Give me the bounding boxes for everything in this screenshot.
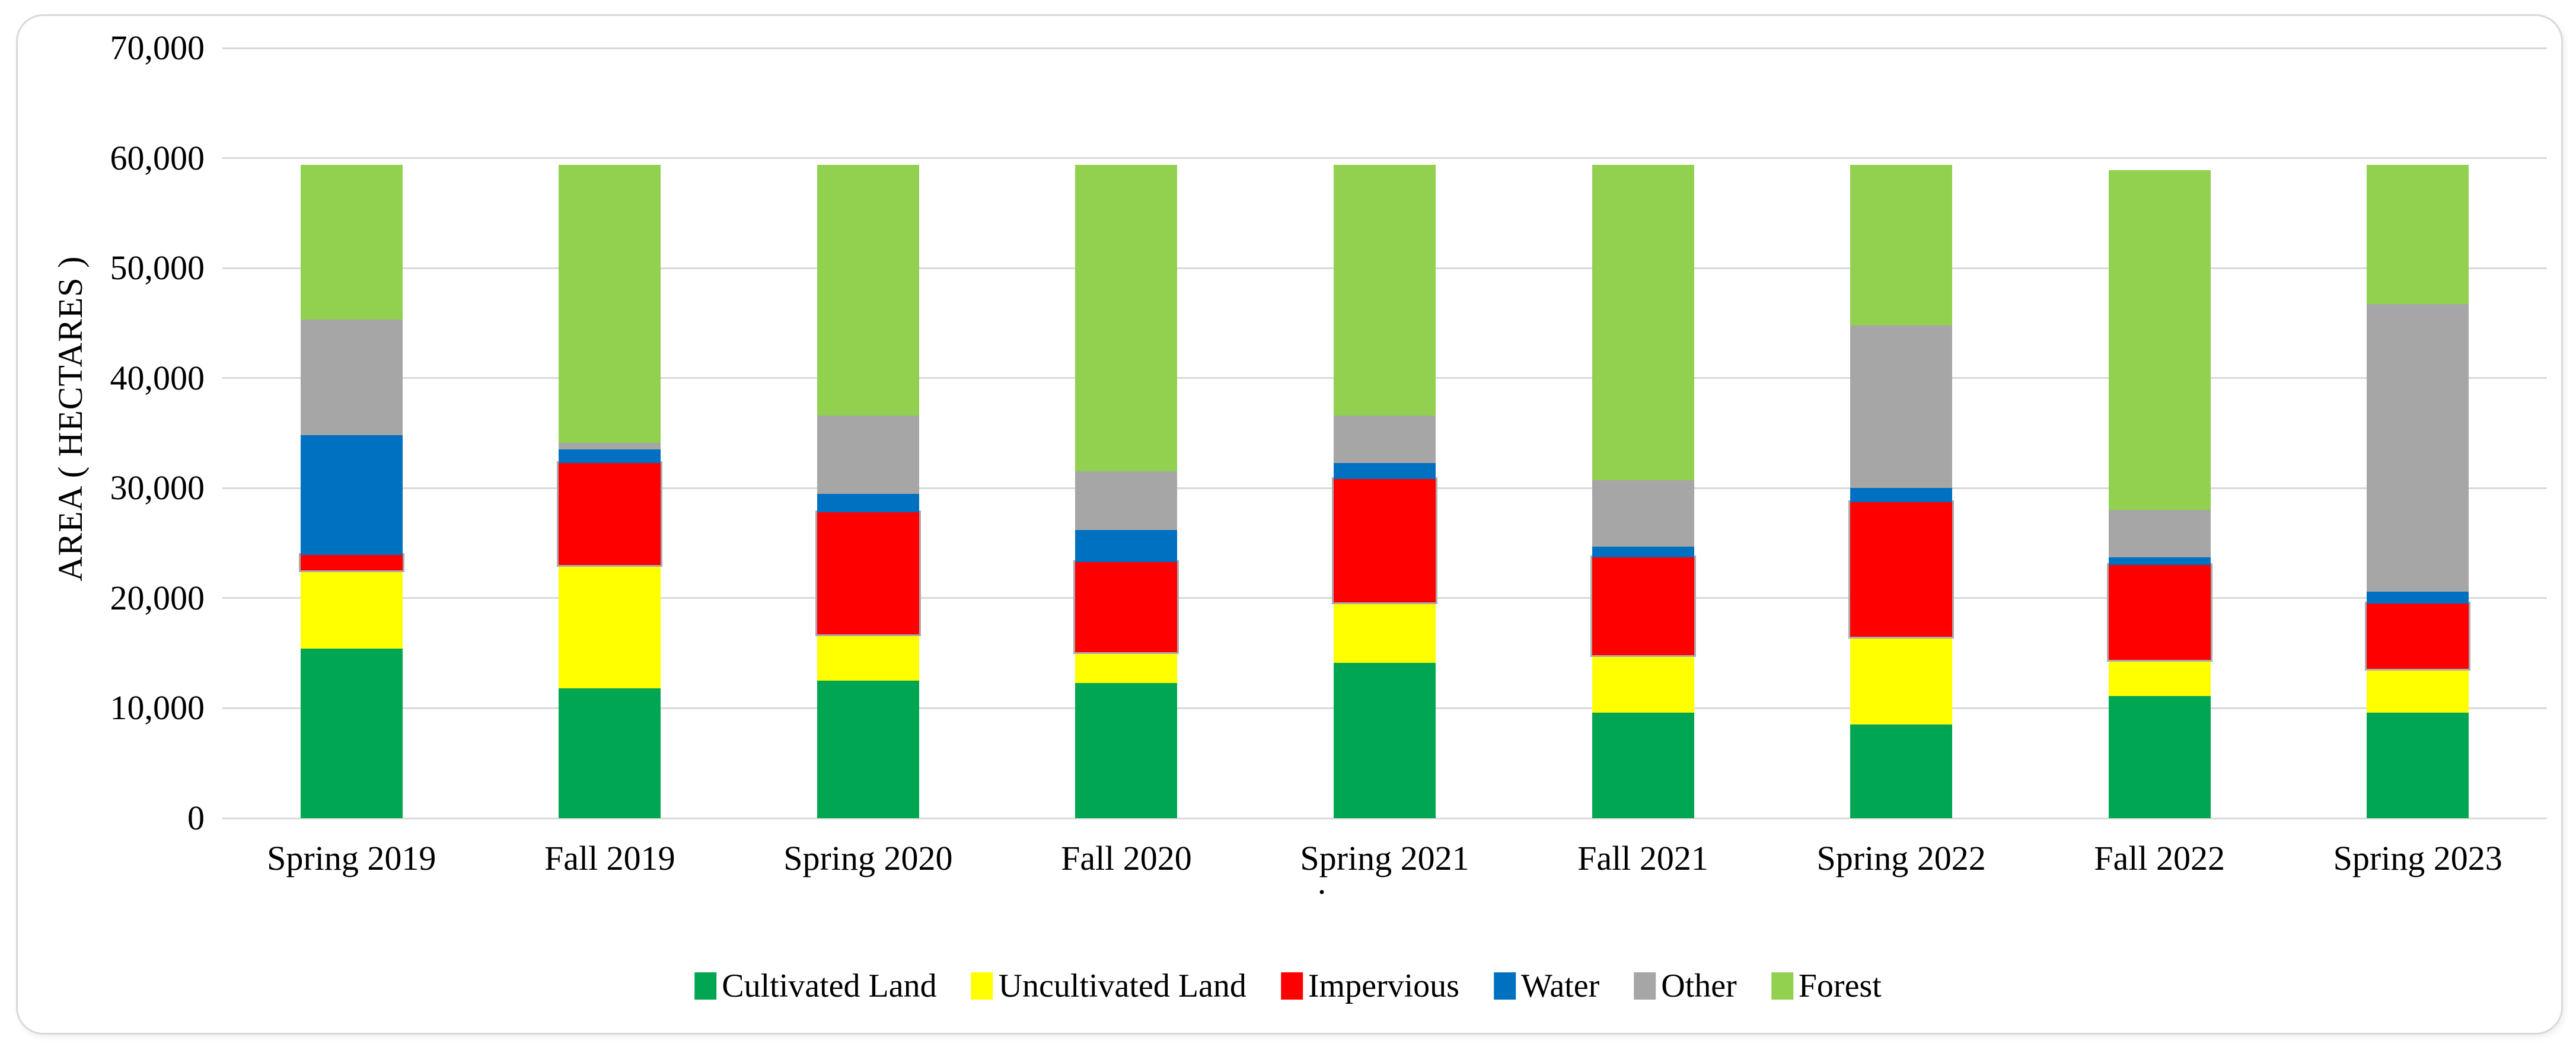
bar-segment-forest-fall-2019 <box>559 164 661 443</box>
legend-swatch-water <box>1493 972 1516 1000</box>
y-axis-tick-label: 60,000 <box>110 138 205 177</box>
bar-segment-other-spring-2022 <box>1850 325 1953 489</box>
x-axis-label-spring-2019: Spring 2019 <box>267 839 436 877</box>
bar-segment-forest-spring-2022 <box>1850 164 1953 325</box>
bar-segment-water-fall-2019 <box>559 449 661 463</box>
y-axis-tick-label: 30,000 <box>110 468 205 508</box>
bar-segment-water-spring-2021 <box>1334 462 1436 480</box>
bar-segment-cultivated-land-spring-2020 <box>817 681 919 818</box>
bar-segment-cultivated-land-spring-2023 <box>2367 712 2469 818</box>
gridline <box>222 47 2547 49</box>
bar-segment-uncultivated-land-spring-2023 <box>2367 668 2469 713</box>
legend-item-cultivated-land: Cultivated Land <box>694 964 937 1008</box>
legend-item-forest: Forest <box>1771 964 1882 1008</box>
bar-segment-cultivated-land-spring-2021 <box>1334 663 1436 818</box>
bar-segment-water-fall-2021 <box>1592 546 1694 558</box>
bar-segment-other-fall-2021 <box>1592 480 1694 547</box>
legend-swatch-cultivated-land <box>694 972 717 1000</box>
bar-segment-uncultivated-land-spring-2022 <box>1850 636 1953 725</box>
legend-swatch-impervious <box>1280 972 1303 1000</box>
bar-segment-uncultivated-land-spring-2021 <box>1334 602 1436 663</box>
legend-label-cultivated-land: Cultivated Land <box>722 968 937 1004</box>
bar-segment-impervious-spring-2021 <box>1332 477 1437 605</box>
bar-segment-impervious-fall-2020 <box>1073 560 1179 654</box>
gridline <box>222 157 2547 159</box>
bar-segment-forest-spring-2021 <box>1334 164 1436 416</box>
bar-segment-cultivated-land-spring-2022 <box>1850 725 1953 818</box>
legend-item-other: Other <box>1634 964 1737 1008</box>
bar-segment-uncultivated-land-spring-2019 <box>300 570 403 649</box>
bar-segment-cultivated-land-fall-2019 <box>559 688 661 818</box>
legend-label-impervious: Impervious <box>1308 968 1459 1004</box>
legend: Cultivated Land Uncultivated Land Impervio… <box>694 964 1882 1008</box>
bar-segment-water-spring-2023 <box>2367 591 2469 604</box>
bar-segment-impervious-spring-2023 <box>2365 602 2471 671</box>
x-axis-label-fall-2022: Fall 2022 <box>2094 839 2226 877</box>
legend-label-uncultivated-land: Uncultivated Land <box>998 968 1246 1004</box>
bar-segment-cultivated-land-fall-2021 <box>1592 712 1694 818</box>
bar-segment-other-spring-2023 <box>2367 304 2469 592</box>
bar-segment-water-spring-2022 <box>1850 488 1953 503</box>
stray-dot: . <box>1317 863 1327 901</box>
bar-segment-water-spring-2020 <box>817 493 919 513</box>
bar-segment-other-fall-2022 <box>2108 510 2211 558</box>
bar-segment-cultivated-land-fall-2020 <box>1075 682 1178 818</box>
bar-segment-other-spring-2019 <box>300 320 403 436</box>
bar-segment-impervious-fall-2021 <box>1590 556 1696 658</box>
legend-item-impervious: Impervious <box>1280 964 1459 1008</box>
bar-segment-uncultivated-land-fall-2022 <box>2108 659 2211 696</box>
legend-swatch-uncultivated-land <box>971 972 993 1000</box>
bar-segment-impervious-spring-2022 <box>1848 500 1955 639</box>
bar-segment-other-spring-2020 <box>817 415 919 494</box>
gridline <box>222 817 2547 819</box>
bar-segment-water-fall-2020 <box>1075 529 1178 562</box>
bar-segment-other-spring-2021 <box>1334 415 1436 463</box>
bar-segment-forest-spring-2019 <box>300 164 403 320</box>
legend-swatch-other <box>1634 972 1656 1000</box>
bar-segment-forest-fall-2021 <box>1592 164 1694 481</box>
bar-segment-forest-spring-2023 <box>2367 164 2469 305</box>
bar-segment-water-fall-2022 <box>2108 557 2211 566</box>
bar-segment-cultivated-land-fall-2022 <box>2108 696 2211 818</box>
y-axis-tick-label: 20,000 <box>110 578 205 617</box>
bar-segment-impervious-fall-2022 <box>2106 563 2212 662</box>
x-axis-label-fall-2021: Fall 2021 <box>1577 839 1708 877</box>
bar-segment-water-spring-2019 <box>300 435 403 556</box>
y-axis-tick-label: 40,000 <box>110 358 205 397</box>
x-axis-label-spring-2023: Spring 2023 <box>2333 839 2502 877</box>
bar-segment-forest-spring-2020 <box>817 164 919 416</box>
x-axis-label-spring-2022: Spring 2022 <box>1816 839 1986 877</box>
legend-label-forest: Forest <box>1798 968 1882 1004</box>
bar-segment-forest-fall-2020 <box>1075 164 1178 472</box>
bar-segment-impervious-fall-2019 <box>557 461 663 567</box>
x-axis-label-spring-2021: Spring 2021 <box>1300 839 1469 877</box>
x-axis-label-fall-2019: Fall 2019 <box>544 839 675 877</box>
legend-item-water: Water <box>1493 964 1600 1008</box>
legend-label-other: Other <box>1661 968 1737 1004</box>
bar-segment-uncultivated-land-spring-2020 <box>817 634 919 681</box>
y-axis-tick-label: 10,000 <box>110 688 205 727</box>
bar-segment-impervious-spring-2020 <box>815 510 921 637</box>
bar-segment-cultivated-land-spring-2019 <box>300 649 403 818</box>
bar-segment-uncultivated-land-fall-2021 <box>1592 655 1694 713</box>
bar-segment-impervious-spring-2019 <box>298 553 404 573</box>
bar-segment-other-fall-2020 <box>1075 471 1178 530</box>
x-axis-label-spring-2020: Spring 2020 <box>783 839 953 877</box>
y-axis-tick-label: 70,000 <box>110 28 205 67</box>
bar-segment-uncultivated-land-fall-2020 <box>1075 652 1178 683</box>
bar-segment-other-fall-2019 <box>559 443 661 450</box>
legend-item-uncultivated-land: Uncultivated Land <box>971 964 1246 1008</box>
y-axis-tick-label: 50,000 <box>110 248 205 288</box>
y-axis-tick-label: 0 <box>187 799 205 837</box>
legend-label-water: Water <box>1520 968 1600 1004</box>
legend-swatch-forest <box>1771 972 1793 1000</box>
bar-segment-uncultivated-land-fall-2019 <box>559 565 661 688</box>
bar-segment-forest-fall-2022 <box>2108 170 2211 510</box>
x-axis-label-fall-2020: Fall 2020 <box>1061 839 1192 877</box>
